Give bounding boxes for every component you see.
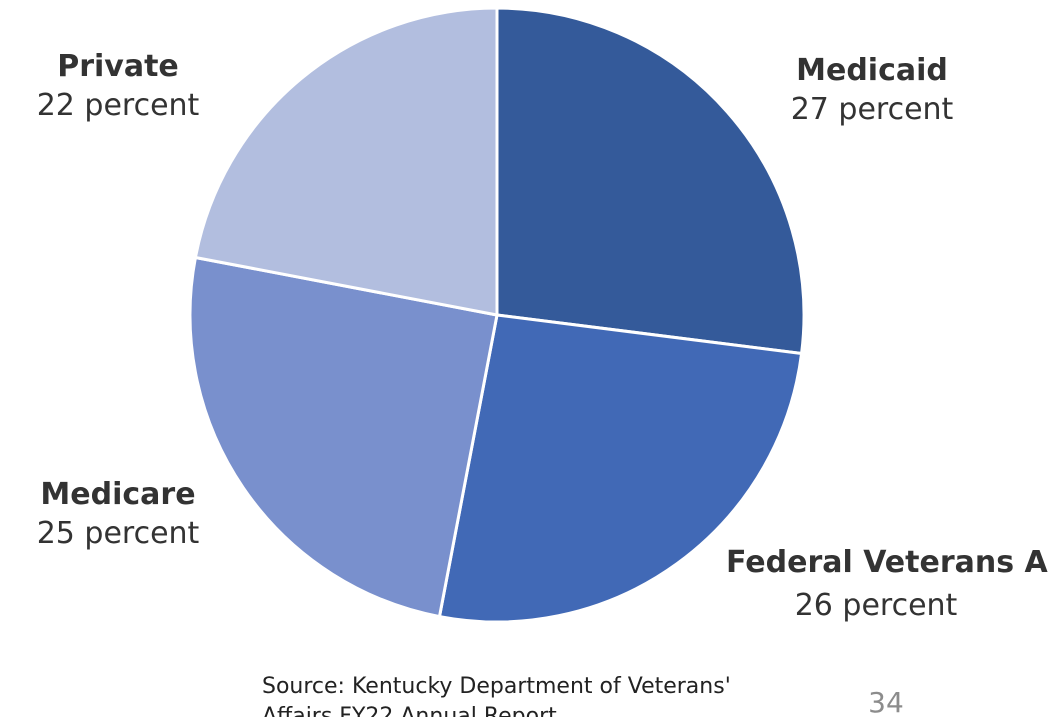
label-private-value: 22 percent [36, 88, 200, 123]
label-federal-veterans-affairs: Federal Veterans Affairs 26 percent [726, 540, 1048, 626]
label-medicaid-value: 27 percent [790, 92, 954, 127]
pie-slice-medicaid [495, 6, 806, 355]
label-private-name: Private [57, 49, 179, 84]
label-private: Private 22 percent [14, 48, 222, 126]
pie-slice-private [193, 6, 499, 317]
label-medicare-value: 25 percent [36, 516, 200, 551]
label-medicaid-name: Medicaid [796, 53, 948, 88]
label-federal-veterans-affairs-name: Federal Veterans Affairs [726, 545, 1048, 580]
label-medicaid: Medicaid 27 percent [766, 52, 978, 130]
page-number: 34 [868, 686, 904, 717]
pie-slice-federal-veterans-affairs [437, 313, 804, 624]
label-medicare: Medicare 25 percent [14, 476, 222, 554]
pie-slice-medicare [188, 255, 499, 619]
label-federal-veterans-affairs-value: 26 percent [794, 588, 958, 623]
label-medicare-name: Medicare [40, 477, 196, 512]
source-note: Source: Kentucky Department of Veterans'… [262, 674, 731, 717]
